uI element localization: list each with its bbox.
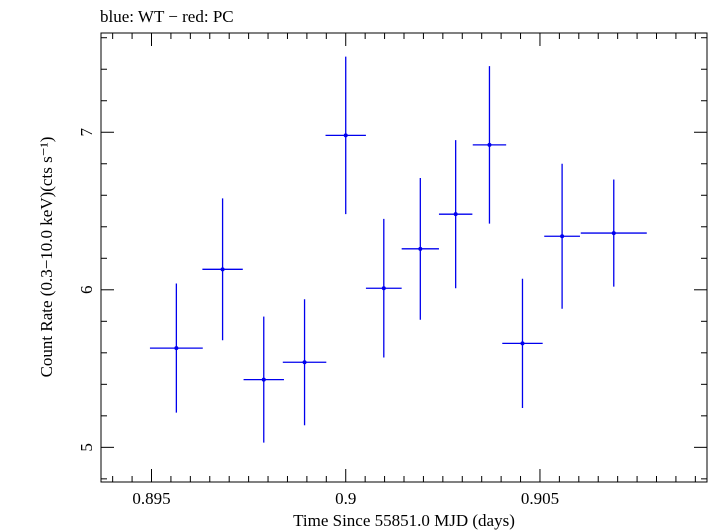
data-point	[418, 246, 423, 251]
data-point	[560, 234, 565, 239]
data-point	[381, 286, 386, 291]
x-axis-label: Time Since 55851.0 MJD (days)	[293, 511, 515, 530]
tick-labels: 0.895 0.9 0.905 5 6 7	[77, 128, 559, 508]
data-point	[174, 346, 179, 351]
data-point	[520, 341, 525, 346]
data-point	[611, 231, 616, 236]
x-tick-label: 0.895	[132, 489, 170, 508]
data-point	[343, 133, 348, 138]
chart-title: blue: WT − red: PC	[100, 7, 234, 26]
data-point	[487, 142, 492, 147]
data-point	[453, 212, 458, 217]
data-points	[149, 56, 647, 443]
y-tick-label: 5	[77, 443, 96, 452]
x-tick-label: 0.9	[335, 489, 356, 508]
y-tick-label: 7	[77, 128, 96, 137]
plot-frame	[100, 32, 708, 483]
x-tick-label: 0.905	[521, 489, 559, 508]
data-point	[220, 267, 225, 272]
y-axis-label: Count Rate (0.3−10.0 keV)(cts s⁻¹)	[37, 137, 56, 378]
data-point	[261, 377, 266, 382]
data-point	[302, 360, 307, 365]
y-tick-label: 6	[77, 286, 96, 295]
axis-ticks	[101, 33, 707, 482]
